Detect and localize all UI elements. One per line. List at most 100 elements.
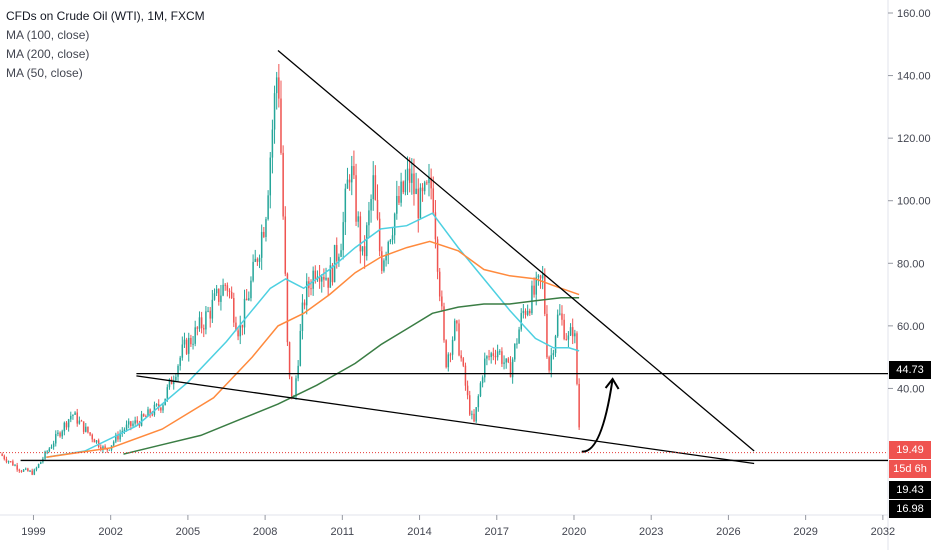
candle-body: [295, 378, 297, 397]
candle-body: [256, 258, 259, 262]
candle-body: [241, 324, 244, 328]
candle-body: [353, 166, 355, 176]
candle-body: [492, 353, 495, 356]
candle-body: [24, 468, 27, 470]
arrow-head: [604, 377, 620, 390]
ma50-label[interactable]: MA (50, close): [6, 66, 83, 80]
candle-body: [441, 296, 443, 307]
candle-body: [188, 337, 190, 354]
x-tick-label: 2008: [253, 526, 277, 538]
candle-body: [125, 424, 128, 430]
candle-body: [162, 405, 164, 411]
candle-body: [14, 465, 16, 467]
candle-body: [544, 274, 546, 314]
candle-body: [155, 404, 158, 406]
candle-body: [52, 443, 55, 447]
candle-body: [226, 285, 229, 291]
y-tick-label: 80.00: [897, 258, 925, 270]
candle-body: [127, 421, 130, 425]
candle-body: [505, 358, 507, 363]
candle-body: [22, 469, 25, 472]
candle-body: [290, 376, 293, 397]
candle-body: [149, 409, 151, 415]
candle-body: [318, 276, 321, 282]
candle-body: [351, 166, 353, 183]
candle-body: [535, 277, 537, 295]
candle-body: [273, 93, 276, 130]
x-tick-label: 2011: [331, 526, 355, 538]
candle-body: [357, 216, 359, 222]
candle-body: [282, 152, 284, 217]
candle-body: [222, 284, 224, 296]
candle-body: [275, 77, 278, 94]
x-tick-label: 2029: [793, 526, 817, 538]
candle-body: [1, 454, 3, 456]
candle-body: [331, 265, 334, 283]
x-tick-label: 2005: [176, 526, 200, 538]
candle-body: [531, 285, 533, 314]
candle-body: [258, 257, 261, 262]
candle-body: [554, 336, 557, 354]
candle-body: [233, 297, 235, 323]
candle-body: [175, 376, 177, 381]
candle-body: [218, 288, 220, 302]
current-price-label: 19.49: [889, 441, 931, 459]
candle-body: [269, 157, 272, 196]
x-tick-label: 2014: [407, 526, 431, 538]
candle-body: [511, 359, 514, 378]
candle-body: [496, 351, 499, 358]
y-tick-label: 100.00: [897, 196, 931, 208]
candle-body: [372, 175, 374, 200]
candle-body: [494, 355, 497, 358]
candle-body: [95, 440, 98, 443]
candle-body: [327, 277, 329, 288]
candle-body: [346, 179, 349, 189]
candle-body: [27, 468, 29, 472]
candle-body: [370, 199, 372, 211]
candle-body: [76, 412, 78, 424]
candle-body: [237, 330, 239, 337]
candle-body: [209, 310, 211, 319]
candle-body: [406, 168, 409, 181]
candle-body: [458, 323, 460, 356]
candle-body: [537, 275, 540, 278]
candle-body: [190, 337, 192, 345]
candle-body: [526, 310, 529, 315]
ma100-label[interactable]: MA (100, close): [6, 28, 90, 42]
y-tick-label: 120.00: [897, 133, 931, 145]
candle-body: [430, 177, 432, 189]
candle-body: [501, 351, 503, 364]
candle-body: [413, 173, 415, 195]
candle-body: [393, 213, 396, 236]
x-tick-label: 2017: [485, 526, 509, 538]
candle-body: [460, 355, 462, 359]
candle-body: [398, 195, 400, 203]
candle-body: [33, 469, 36, 475]
candle-body: [254, 258, 256, 262]
candle-body: [361, 246, 364, 252]
ma-line: [123, 296, 580, 455]
candle-body: [136, 420, 139, 423]
candle-body: [559, 313, 561, 315]
candle-body: [78, 420, 81, 424]
symbol-title[interactable]: CFDs on Crude Oil (WTI), 1M, FXCM: [6, 9, 205, 23]
candle-body: [462, 358, 465, 366]
candle-body: [235, 322, 237, 331]
candle-body: [539, 275, 542, 279]
candle-body: [7, 461, 10, 463]
candle-body: [230, 291, 233, 298]
candle-body: [451, 339, 454, 355]
candle-body: [449, 354, 452, 356]
ma200-label[interactable]: MA (200, close): [6, 47, 90, 61]
candle-body: [65, 422, 68, 428]
candle-body: [376, 199, 379, 219]
candle-body: [396, 195, 398, 214]
candle-body: [541, 274, 544, 279]
candle-body: [48, 448, 51, 452]
candle-body: [411, 173, 413, 183]
candle-body: [432, 188, 435, 213]
y-tick-label: 160.00: [897, 8, 931, 20]
resistance-price-label: 44.73: [889, 361, 931, 379]
